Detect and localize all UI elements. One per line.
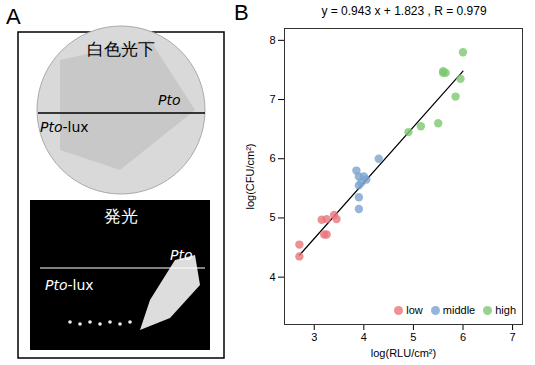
svg-text:5: 5 bbox=[269, 211, 275, 223]
svg-text:Pto: Pto bbox=[158, 92, 181, 108]
svg-text:5: 5 bbox=[410, 331, 416, 343]
svg-text:7: 7 bbox=[269, 93, 275, 105]
html-text:y = 0.943 x + 1.823 , R = 0.97: y = 0.943 x + 1.823 , R = 0.979 bbox=[321, 4, 487, 18]
html-text:B: B bbox=[234, 0, 249, 25]
svg-text:6: 6 bbox=[269, 152, 275, 164]
svg-text:3: 3 bbox=[311, 331, 317, 343]
svg-text:A: A bbox=[6, 4, 21, 29]
svg-text:4: 4 bbox=[269, 271, 275, 283]
html-text:middle: middle bbox=[442, 304, 476, 316]
svg-text:4: 4 bbox=[361, 331, 367, 343]
html-text:low: low bbox=[406, 304, 423, 316]
svg-text:log(RLU/cm²): log(RLU/cm²) bbox=[371, 347, 436, 359]
svg-text:Pto: Pto bbox=[170, 247, 193, 263]
svg-text:Pto-lux: Pto-lux bbox=[45, 277, 94, 293]
svg-text:8: 8 bbox=[269, 34, 275, 46]
html-text:high: high bbox=[495, 304, 516, 316]
svg-text:log(CFU/cm²): log(CFU/cm²) bbox=[244, 144, 256, 210]
svg-text:白色光下: 白色光下 bbox=[87, 39, 155, 59]
svg-text:6: 6 bbox=[460, 331, 466, 343]
svg-text:発光: 発光 bbox=[104, 206, 138, 226]
svg-text:7: 7 bbox=[510, 331, 516, 343]
svg-text:Pto-lux: Pto-lux bbox=[40, 119, 89, 135]
